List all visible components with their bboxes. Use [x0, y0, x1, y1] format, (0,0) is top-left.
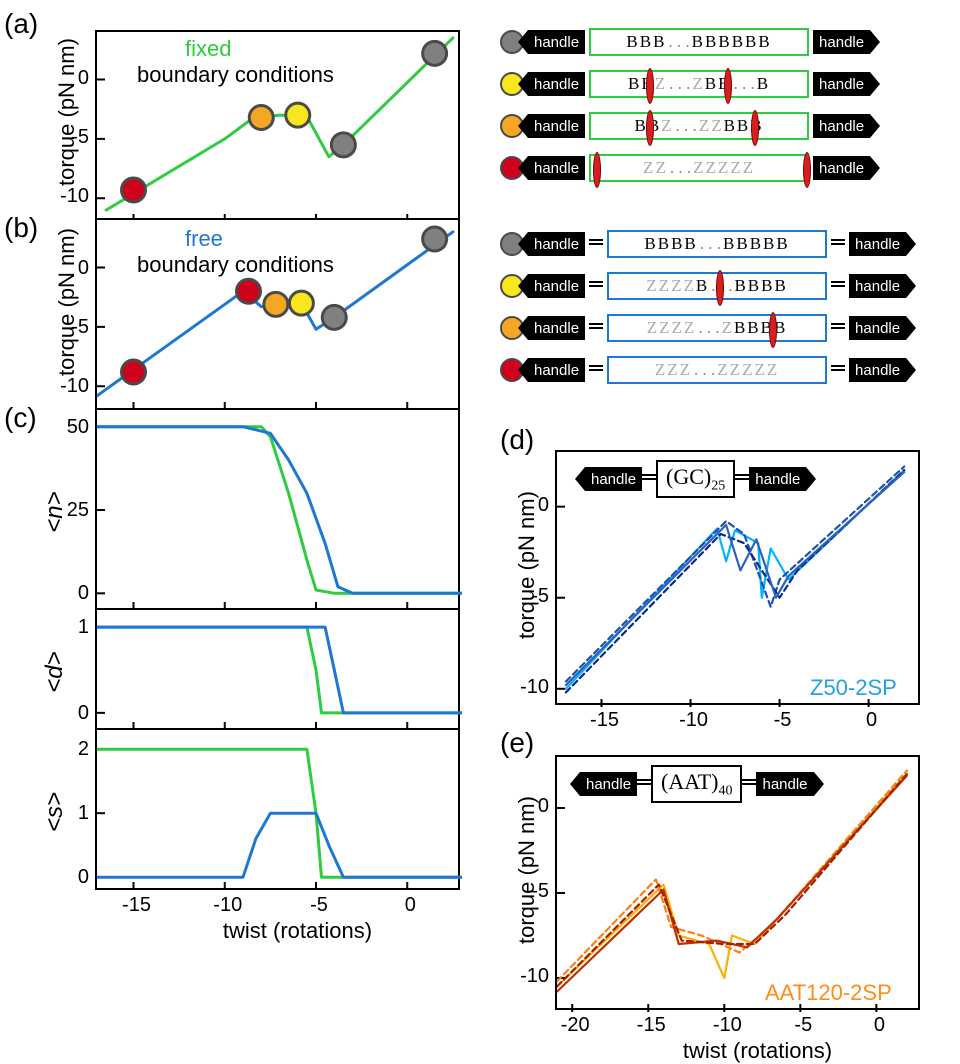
ytick-label: 0: [78, 702, 89, 725]
panel-c-0: [95, 410, 460, 610]
ylabel-c2: <s>: [41, 782, 69, 842]
static: boundary conditions: [137, 252, 334, 278]
ylabel-c1: <d>: [41, 642, 69, 702]
static: torque (pN nm): [54, 256, 80, 376]
insert-d: handle(GC)25handle: [585, 460, 806, 498]
ytick-label: -10: [60, 375, 89, 398]
xtick-label: -10: [707, 1014, 747, 1037]
schematic-row: handleB B B . . . B B B B B B handle: [500, 28, 870, 56]
static: boundary conditions: [137, 62, 334, 88]
label-b: (b): [4, 212, 38, 244]
xtick-label: -5: [763, 709, 803, 732]
static: AAT120-2SP: [765, 980, 892, 1006]
static: torque (pN nm): [514, 824, 540, 944]
schematic-row: handleZ Z Z Z . . . ZB B B B handle: [500, 314, 906, 342]
label-d: (d): [500, 424, 534, 456]
schematic-row: handleZ Z Z . . . Z Z Z Z Z handle: [500, 356, 906, 384]
ytick-label: 2: [78, 738, 89, 761]
insert-e: handle(AAT)40handle: [580, 765, 814, 803]
ytick-label: 25: [67, 499, 89, 522]
static: torque (pN nm): [54, 66, 80, 186]
xtick-label: -15: [585, 709, 625, 732]
ytick-label: -10: [520, 965, 549, 988]
ytick-label: 0: [538, 494, 549, 517]
ytick-label: 0: [538, 795, 549, 818]
static: free: [185, 226, 223, 252]
ytick-label: -10: [60, 185, 89, 208]
schematic-row: handleB BZ . . . Z ZB B B handle: [500, 112, 870, 140]
label-a: (a): [4, 8, 38, 40]
xtick-label: -15: [631, 1014, 671, 1037]
panel-c-1: [95, 610, 460, 730]
xtick-label: -5: [783, 1014, 823, 1037]
static: torque (pN nm): [514, 519, 540, 639]
schematic-row: handleZ Z . . . Z Z Z Z Z handle: [500, 154, 870, 182]
ytick-label: 1: [78, 616, 89, 639]
schematic-row: handleB BZ . . . ZB B . . . B handle: [500, 70, 870, 98]
ylabel-c0: <n>: [41, 482, 69, 542]
xtick-label: -10: [208, 894, 248, 917]
ytick-label: 50: [67, 416, 89, 439]
xtick-label: 0: [859, 1014, 899, 1037]
static: twist (rotations): [198, 918, 398, 944]
panel-a: [95, 30, 460, 220]
panel-c-2: [95, 730, 460, 890]
schematic-row: handleZ Z Z ZB . . . B B B B handle: [500, 272, 906, 300]
ytick-label: 0: [78, 866, 89, 889]
xtick-label: -20: [555, 1014, 595, 1037]
ytick-label: -10: [520, 676, 549, 699]
schematic-row: handleB B B B . . . B B B B B handle: [500, 230, 906, 258]
label-c: (c): [4, 402, 37, 434]
xtick-label: -15: [117, 894, 157, 917]
xtick-label: 0: [390, 894, 430, 917]
xtick-label: 0: [852, 709, 892, 732]
ytick-label: 0: [78, 582, 89, 605]
xtick-label: -5: [299, 894, 339, 917]
static: twist (rotations): [658, 1038, 858, 1064]
label-e: (e): [500, 727, 534, 759]
ytick-label: 1: [78, 802, 89, 825]
xtick-label: -10: [674, 709, 714, 732]
static: fixed: [185, 36, 231, 62]
static: Z50-2SP: [810, 675, 897, 701]
panel-b: [95, 220, 460, 410]
